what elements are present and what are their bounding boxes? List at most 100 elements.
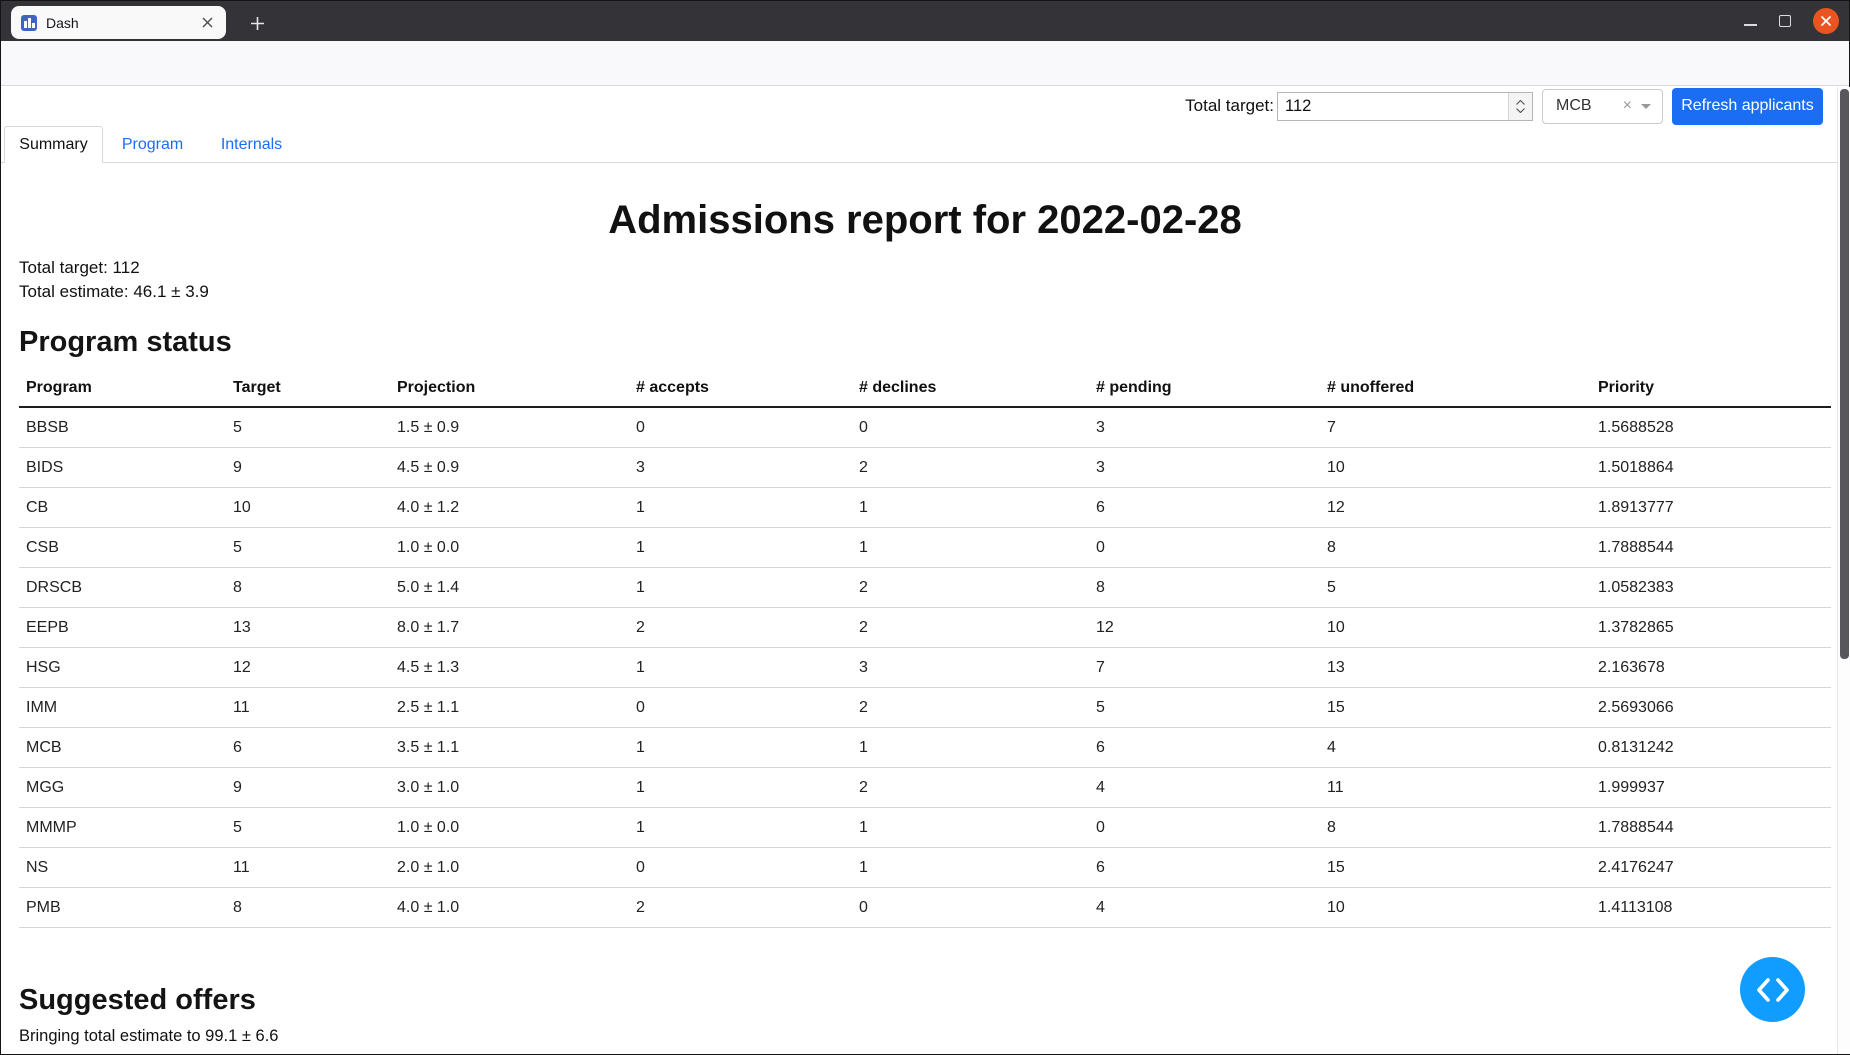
table-cell: 1.5018864 [1591, 447, 1831, 488]
table-cell: 10 [226, 487, 390, 528]
table-cell: MGG [19, 767, 226, 808]
table-cell: 8 [226, 567, 390, 608]
tab-internals[interactable]: Internals [220, 135, 283, 153]
table-row: BBSB 5 1.5 ± 0.9 0 0 3 7 1.5688528 [19, 407, 1831, 448]
close-button[interactable] [1813, 8, 1839, 34]
table-cell: 5 [226, 407, 390, 448]
scrollbar-track[interactable] [1837, 87, 1850, 1054]
column-header: # unoffered [1320, 371, 1591, 408]
table-cell: 9 [226, 767, 390, 808]
tab-program[interactable]: Program [121, 135, 184, 153]
browser-titlebar: Dash [1, 1, 1849, 41]
table-cell: 4 [1089, 887, 1320, 928]
table-cell: CSB [19, 527, 226, 568]
table-cell: MCB [19, 727, 226, 768]
suggested-offers-heading: Suggested offers [19, 984, 256, 1016]
table-cell: 0 [852, 887, 1089, 928]
table-cell: 1 [629, 727, 852, 768]
table-cell: 1.5 ± 0.9 [390, 407, 629, 448]
program-status-header-row: Program Target Projection # accepts # declin… [19, 371, 1831, 408]
table-cell: 1.3782865 [1591, 607, 1831, 648]
tab-close-icon[interactable] [198, 14, 216, 32]
column-header: # declines [852, 371, 1089, 408]
total-target-input-wrap [1277, 91, 1533, 121]
header-controls: Total target: MCB × Refresh applicants [1185, 87, 1823, 125]
restore-button[interactable] [1779, 15, 1791, 27]
table-cell: 2.0 ± 1.0 [390, 847, 629, 888]
program-dropdown[interactable]: MCB × [1542, 88, 1663, 124]
table-cell: BBSB [19, 407, 226, 448]
code-chevrons-icon [1756, 977, 1790, 1003]
table-cell: BIDS [19, 447, 226, 488]
dropdown-clear-icon[interactable]: × [1622, 97, 1632, 114]
table-cell: 8 [1089, 567, 1320, 608]
table-row: CSB 5 1.0 ± 0.0 1 1 0 8 1.7888544 [19, 527, 1831, 568]
table-cell: 1 [629, 767, 852, 808]
table-cell: 13 [1320, 647, 1591, 688]
table-cell: 1 [852, 527, 1089, 568]
number-spinner[interactable] [1508, 92, 1532, 120]
dash-favicon [21, 14, 37, 31]
table-cell: 8.0 ± 1.7 [390, 607, 629, 648]
table-cell: 0 [1089, 807, 1320, 848]
table-cell: 1 [852, 727, 1089, 768]
table-cell: 0 [629, 407, 852, 448]
tabs-underline [1, 162, 1849, 163]
table-row: MGG 9 3.0 ± 1.0 1 2 4 11 1.999937 [19, 767, 1831, 808]
totals-summary: Total target: 112 Total estimate: 46.1 ±… [19, 256, 209, 303]
table-cell: 11 [1320, 767, 1591, 808]
window-controls [1744, 1, 1839, 41]
program-status-table-body: BBSB 5 1.5 ± 0.9 0 0 3 7 1.5688528 BIDS 9 4.5 ± 0.… [19, 407, 1831, 928]
refresh-applicants-button[interactable]: Refresh applicants [1672, 87, 1823, 125]
total-target-input[interactable] [1277, 91, 1533, 121]
table-cell: 3.5 ± 1.1 [390, 727, 629, 768]
table-cell: 5 [226, 527, 390, 568]
table-cell: NS [19, 847, 226, 888]
dash-debug-menu-button[interactable] [1740, 957, 1805, 1022]
table-cell: 6 [1089, 847, 1320, 888]
table-cell: 11 [226, 687, 390, 728]
table-row: EEPB 13 8.0 ± 1.7 2 2 12 10 1.3782865 [19, 607, 1831, 648]
table-cell: 3 [852, 647, 1089, 688]
table-row: NS 11 2.0 ± 1.0 0 1 6 15 2.4176247 [19, 847, 1831, 888]
table-row: CB 10 4.0 ± 1.2 1 1 6 12 1.8913777 [19, 487, 1831, 528]
browser-tab[interactable]: Dash [11, 6, 226, 39]
table-cell: 2 [852, 767, 1089, 808]
table-cell: 7 [1089, 647, 1320, 688]
table-cell: 5 [1089, 687, 1320, 728]
browser-toolbar: 127.0.0.1:8050 u0 [1, 41, 1849, 120]
table-row: PMB 8 4.0 ± 1.0 2 0 4 10 1.4113108 [19, 887, 1831, 928]
minimize-button[interactable] [1744, 24, 1757, 26]
table-cell: 8 [1320, 807, 1591, 848]
table-cell: 0 [629, 687, 852, 728]
table-cell: 4.5 ± 1.3 [390, 647, 629, 688]
table-cell: 1.0 ± 0.0 [390, 807, 629, 848]
table-cell: 2.5693066 [1591, 687, 1831, 728]
table-cell: 12 [1089, 607, 1320, 648]
table-cell: 1.7888544 [1591, 807, 1831, 848]
table-cell: 1 [629, 487, 852, 528]
table-cell: 12 [1320, 487, 1591, 528]
new-tab-button[interactable] [243, 9, 271, 37]
chevron-down-icon[interactable] [1641, 103, 1651, 109]
table-cell: 15 [1320, 847, 1591, 888]
table-cell: DRSCB [19, 567, 226, 608]
total-estimate-line: Total estimate: 46.1 ± 3.9 [19, 281, 209, 301]
table-cell: 13 [226, 607, 390, 648]
tab-summary[interactable]: Summary [4, 126, 103, 163]
table-cell: 1 [852, 807, 1089, 848]
table-row: HSG 12 4.5 ± 1.3 1 3 7 13 2.163678 [19, 647, 1831, 688]
table-cell: HSG [19, 647, 226, 688]
column-header: Program [19, 371, 226, 408]
column-header: # accepts [629, 371, 852, 408]
table-cell: 10 [1320, 607, 1591, 648]
table-cell: 6 [1089, 727, 1320, 768]
table-cell: 0 [629, 847, 852, 888]
table-cell: 2.163678 [1591, 647, 1831, 688]
table-cell: 5 [226, 807, 390, 848]
table-cell: 1.0 ± 0.0 [390, 527, 629, 568]
table-cell: 0.8131242 [1591, 727, 1831, 768]
scrollbar-thumb[interactable] [1840, 89, 1849, 659]
table-cell: 1 [852, 487, 1089, 528]
